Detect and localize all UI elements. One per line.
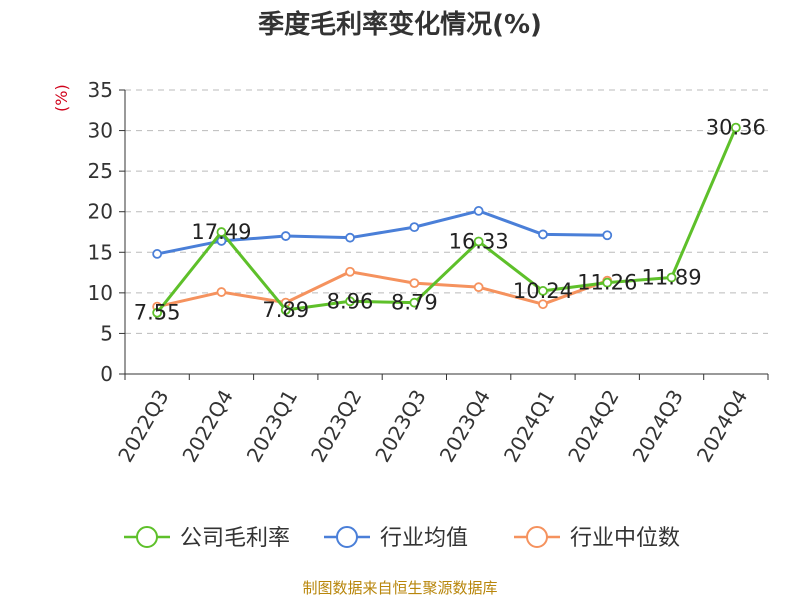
x-tick-label: 2024Q4 bbox=[692, 386, 752, 467]
series-line bbox=[156, 209, 608, 256]
series-point[interactable] bbox=[409, 222, 420, 233]
series-point[interactable] bbox=[345, 296, 355, 307]
series-point[interactable] bbox=[345, 266, 355, 277]
data-label: 7.89 bbox=[262, 298, 309, 322]
legend-label: 公司毛利率 bbox=[180, 526, 290, 551]
y-tick-label: 35 bbox=[88, 78, 113, 102]
y-tick-label: 10 bbox=[88, 281, 113, 305]
x-tick-label: 2024Q1 bbox=[499, 386, 559, 467]
x-tick-label: 2023Q3 bbox=[370, 386, 430, 467]
series-point[interactable] bbox=[473, 236, 484, 247]
series-point[interactable] bbox=[538, 229, 548, 240]
series-point[interactable] bbox=[409, 278, 420, 289]
y-tick-label: 0 bbox=[100, 362, 113, 386]
chart-title: 季度毛利率变化情况(%) bbox=[258, 10, 542, 40]
series-point[interactable] bbox=[345, 232, 355, 243]
series-point[interactable] bbox=[602, 277, 613, 288]
data-label: 7.55 bbox=[134, 301, 181, 325]
legend-item[interactable]: 公司毛利率 bbox=[124, 526, 290, 551]
x-tick-label: 2023Q1 bbox=[242, 386, 302, 467]
series-line bbox=[156, 270, 608, 309]
data-label: 8.96 bbox=[327, 289, 374, 313]
series-point[interactable] bbox=[280, 231, 291, 241]
legend-marker bbox=[336, 526, 358, 548]
x-tick-label: 2022Q3 bbox=[113, 386, 173, 467]
data-label: 17.49 bbox=[191, 220, 251, 244]
data-label: 11.89 bbox=[641, 266, 701, 290]
legend-item[interactable]: 行业均值 bbox=[324, 526, 468, 551]
data-label: 8.79 bbox=[391, 291, 438, 315]
series-group bbox=[152, 122, 741, 318]
y-tick-label: 25 bbox=[88, 159, 113, 183]
series-point[interactable] bbox=[473, 282, 484, 293]
legend-marker bbox=[526, 526, 548, 548]
legend[interactable]: 公司毛利率 行业均值 行业中位数 bbox=[124, 526, 680, 551]
x-tick-label: 2022Q4 bbox=[177, 386, 237, 467]
series-point[interactable] bbox=[602, 230, 613, 241]
series-point[interactable] bbox=[216, 227, 227, 237]
grid-lines bbox=[125, 89, 768, 334]
series-point[interactable] bbox=[409, 297, 420, 308]
data-labels: 7.55 17.49 7.89 8.96 8.79 16.33 10.24 11.26 11.8… bbox=[134, 116, 766, 325]
y-tick-label: 5 bbox=[100, 321, 113, 345]
y-tick-label: 30 bbox=[88, 119, 113, 143]
x-tick-label: 2024Q3 bbox=[628, 386, 688, 467]
x-tick-label: 2024Q2 bbox=[563, 386, 623, 467]
series-line bbox=[155, 127, 738, 314]
series-point[interactable] bbox=[280, 305, 291, 315]
legend-label: 行业均值 bbox=[380, 526, 468, 551]
data-label: 11.26 bbox=[577, 271, 637, 295]
series-point[interactable] bbox=[730, 122, 741, 133]
y-tick-label: 20 bbox=[88, 200, 113, 224]
series-point[interactable] bbox=[666, 272, 677, 283]
series-point[interactable] bbox=[473, 206, 484, 216]
legend-item[interactable]: 行业中位数 bbox=[514, 526, 680, 551]
series-point[interactable] bbox=[152, 307, 163, 318]
series-point[interactable] bbox=[216, 287, 227, 297]
y-tick-label: 15 bbox=[88, 240, 113, 264]
series-point[interactable] bbox=[152, 249, 163, 259]
x-tick-label: 2023Q4 bbox=[435, 386, 495, 467]
series-point[interactable] bbox=[538, 286, 548, 296]
data-label: 10.24 bbox=[513, 279, 573, 303]
data-label: 16.33 bbox=[449, 229, 509, 253]
x-tick-label: 2023Q2 bbox=[306, 386, 366, 467]
series-point[interactable] bbox=[538, 299, 548, 310]
source-footer: 制图数据来自恒生聚源数据库 bbox=[302, 579, 498, 597]
legend-marker bbox=[136, 526, 158, 548]
data-label: 30.36 bbox=[706, 116, 766, 140]
legend-label: 行业中位数 bbox=[570, 526, 680, 551]
